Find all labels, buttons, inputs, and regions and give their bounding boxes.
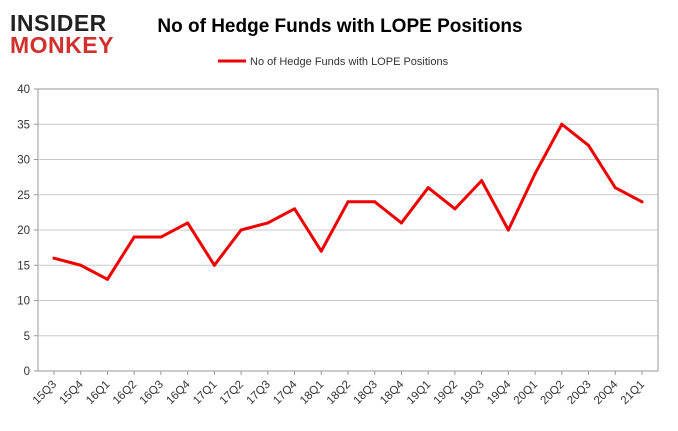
y-tick-label: 25 — [17, 190, 30, 202]
y-tick-label: 0 — [24, 366, 30, 378]
y-tick-label: 5 — [24, 331, 30, 343]
x-tick-label: 16Q1 — [84, 379, 112, 407]
data-point — [266, 221, 270, 225]
data-point — [79, 263, 83, 267]
x-tick-label: 16Q3 — [138, 379, 166, 407]
data-point — [399, 221, 403, 225]
x-tick-label: 19Q1 — [405, 379, 433, 407]
x-tick-label: 19Q4 — [485, 378, 514, 407]
x-tick-label: 19Q2 — [432, 379, 460, 407]
x-axis-ticks: 15Q315Q416Q116Q216Q316Q417Q117Q217Q317Q4… — [31, 371, 647, 407]
y-tick-label: 20 — [17, 225, 30, 237]
legend-label: No of Hedge Funds with LOPE Positions — [250, 56, 449, 68]
x-tick-label: 20Q1 — [512, 379, 540, 407]
data-point — [373, 200, 377, 204]
data-point — [587, 143, 591, 147]
data-point — [212, 263, 216, 267]
gridlines — [38, 123, 658, 337]
data-point — [132, 235, 136, 239]
series-points — [52, 122, 644, 281]
x-tick-label: 20Q3 — [565, 379, 593, 407]
y-axis-ticks: 0 5 10 15 20 25 30 35 40 — [17, 84, 38, 378]
data-point — [319, 249, 323, 253]
x-tick-label: 19Q3 — [458, 379, 486, 407]
data-point — [105, 277, 109, 281]
y-tick-label: 10 — [17, 296, 30, 308]
data-point — [506, 228, 510, 232]
y-tick-label: 15 — [17, 260, 30, 272]
plot-area: 0 5 10 15 20 25 30 35 40 15Q315Q416Q116Q216Q316Q… — [17, 84, 659, 407]
y-tick-label: 30 — [17, 155, 30, 167]
legend: No of Hedge Funds with LOPE Positions — [218, 56, 449, 68]
data-point — [293, 207, 297, 211]
x-tick-label: 18Q2 — [325, 379, 353, 407]
x-tick-label: 18Q1 — [298, 379, 326, 407]
x-tick-label: 17Q4 — [271, 378, 300, 407]
x-tick-label: 16Q2 — [111, 379, 139, 407]
data-point — [480, 179, 484, 183]
data-point — [640, 200, 644, 204]
brand-logo: INSIDER MONKEY — [10, 10, 114, 58]
data-point — [239, 228, 243, 232]
data-point — [613, 186, 617, 190]
brand-logo-line2: MONKEY — [10, 32, 114, 58]
y-tick-label: 35 — [17, 119, 30, 131]
data-point — [533, 172, 537, 176]
data-point — [186, 221, 190, 225]
data-point — [346, 200, 350, 204]
data-point — [453, 207, 457, 211]
data-point — [560, 122, 564, 126]
x-tick-label: 15Q4 — [57, 378, 86, 407]
x-tick-label: 17Q1 — [191, 379, 219, 407]
data-point — [426, 186, 430, 190]
y-tick-label: 40 — [17, 84, 30, 96]
x-tick-label: 20Q2 — [539, 379, 567, 407]
x-tick-label: 16Q4 — [164, 378, 193, 407]
brand-logo-line1: INSIDER — [10, 10, 107, 36]
x-tick-label: 21Q1 — [619, 379, 647, 407]
x-tick-label: 17Q3 — [245, 379, 273, 407]
x-tick-label: 15Q3 — [31, 379, 59, 407]
data-point — [52, 256, 56, 260]
x-tick-label: 17Q2 — [218, 379, 246, 407]
x-tick-label: 18Q3 — [351, 379, 379, 407]
data-point — [159, 235, 163, 239]
chart-title: No of Hedge Funds with LOPE Positions — [157, 16, 522, 37]
x-tick-label: 18Q4 — [378, 378, 407, 407]
x-tick-label: 20Q4 — [592, 378, 621, 407]
